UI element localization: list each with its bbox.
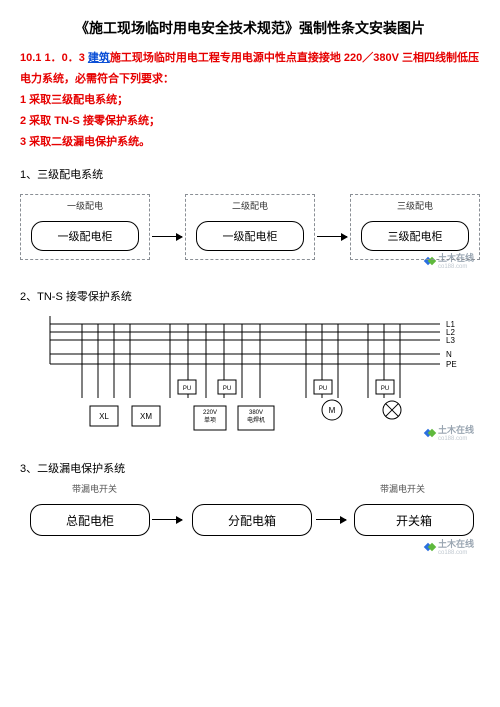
svg-text:PU: PU xyxy=(319,386,327,392)
watermark: 土木在线co188.com xyxy=(425,423,474,442)
svg-text:PU: PU xyxy=(381,386,389,392)
svg-text:PE: PE xyxy=(446,360,457,369)
svg-text:N: N xyxy=(446,350,452,359)
svg-text:380V: 380V xyxy=(249,410,263,416)
svg-text:PU: PU xyxy=(183,386,191,392)
section-1-heading: 1、三级配电系统 xyxy=(20,166,480,182)
stage-label: 三级配电 xyxy=(351,199,479,212)
distribution-box: 总配电柜 xyxy=(30,504,150,536)
section-3-heading: 3、二级漏电保护系统 xyxy=(20,460,480,476)
distribution-box: 分配电箱 xyxy=(192,504,312,536)
logo-icon xyxy=(425,428,435,438)
stage: 一级配电一级配电柜 xyxy=(20,194,150,260)
intro-item-3: 3 采取二级漏电保护系统。 xyxy=(20,132,480,153)
svg-text:单项: 单项 xyxy=(204,416,216,424)
watermark-brand: 土木在线 xyxy=(438,425,474,435)
page-title: 《施工现场临时用电安全技术规范》强制性条文安装图片 xyxy=(20,18,480,38)
stage: 三级配电三级配电柜 xyxy=(350,194,480,260)
arrow-icon xyxy=(316,519,346,520)
arrow-icon xyxy=(152,236,182,237)
link-word[interactable]: 建筑 xyxy=(88,52,110,64)
clause-number: 10.1 1．0．3 xyxy=(20,52,88,64)
watermark-domain: co188.com xyxy=(438,436,474,442)
watermark-domain: co188.com xyxy=(438,550,474,556)
svg-text:220V: 220V xyxy=(203,410,217,416)
stage-label: 二级配电 xyxy=(186,199,314,212)
arrow-icon xyxy=(152,519,182,520)
document-page: 《施工现场临时用电安全技术规范》强制性条文安装图片 10.1 1．0．3 建筑施… xyxy=(0,0,500,707)
intro-line-2: 电力系统，必需符合下列要求： xyxy=(20,69,480,90)
diagram-leakage: 土木在线co188.com 带漏电开关 带漏电开关总配电柜 分配电箱 开关箱 xyxy=(20,482,480,560)
leakage-switch-label: 带漏电开关 xyxy=(380,482,425,495)
stage-label: 一级配电 xyxy=(21,199,149,212)
watermark-domain: co188.com xyxy=(438,264,474,270)
stage: 二级配电一级配电柜 xyxy=(185,194,315,260)
logo-icon xyxy=(425,542,435,552)
distribution-box: 开关箱 xyxy=(354,504,474,536)
svg-text:L3: L3 xyxy=(446,336,455,345)
arrow-icon xyxy=(317,236,347,237)
cabinet-box: 三级配电柜 xyxy=(361,221,469,251)
svg-text:电焊机: 电焊机 xyxy=(247,416,265,424)
tns-svg: L1L2L3NPEXLXMPU220V单项PU380V电焊机PUMPU xyxy=(20,310,480,444)
intro-block: 10.1 1．0．3 建筑施工现场临时用电工程专用电源中性点直接接地 220／3… xyxy=(20,48,480,152)
svg-text:M: M xyxy=(329,406,336,415)
leakage-switch-label: 带漏电开关 xyxy=(72,482,117,495)
cabinet-box: 一级配电柜 xyxy=(31,221,139,251)
diagram-three-level: 土木在线co188.com 一级配电一级配电柜二级配电一级配电柜三级配电三级配电… xyxy=(20,188,480,274)
svg-text:PU: PU xyxy=(223,386,231,392)
section-2-heading: 2、TN-S 接零保护系统 xyxy=(20,288,480,304)
svg-text:XL: XL xyxy=(99,412,109,421)
intro-item-1: 1 采取三级配电系统； xyxy=(20,90,480,111)
intro-line-1: 10.1 1．0．3 建筑施工现场临时用电工程专用电源中性点直接接地 220／3… xyxy=(20,48,480,69)
svg-text:XM: XM xyxy=(140,412,152,421)
watermark-brand: 土木在线 xyxy=(438,539,474,549)
intro-line-1-rest: 施工现场临时用电工程专用电源中性点直接接地 220／380V 三相四线制低压 xyxy=(110,52,479,64)
watermark: 土木在线co188.com xyxy=(425,537,474,556)
cabinet-box: 一级配电柜 xyxy=(196,221,304,251)
intro-item-2: 2 采取 TN-S 接零保护系统； xyxy=(20,111,480,132)
diagram-tns: L1L2L3NPEXLXMPU220V单项PU380V电焊机PUMPU 土木在线… xyxy=(20,310,480,446)
